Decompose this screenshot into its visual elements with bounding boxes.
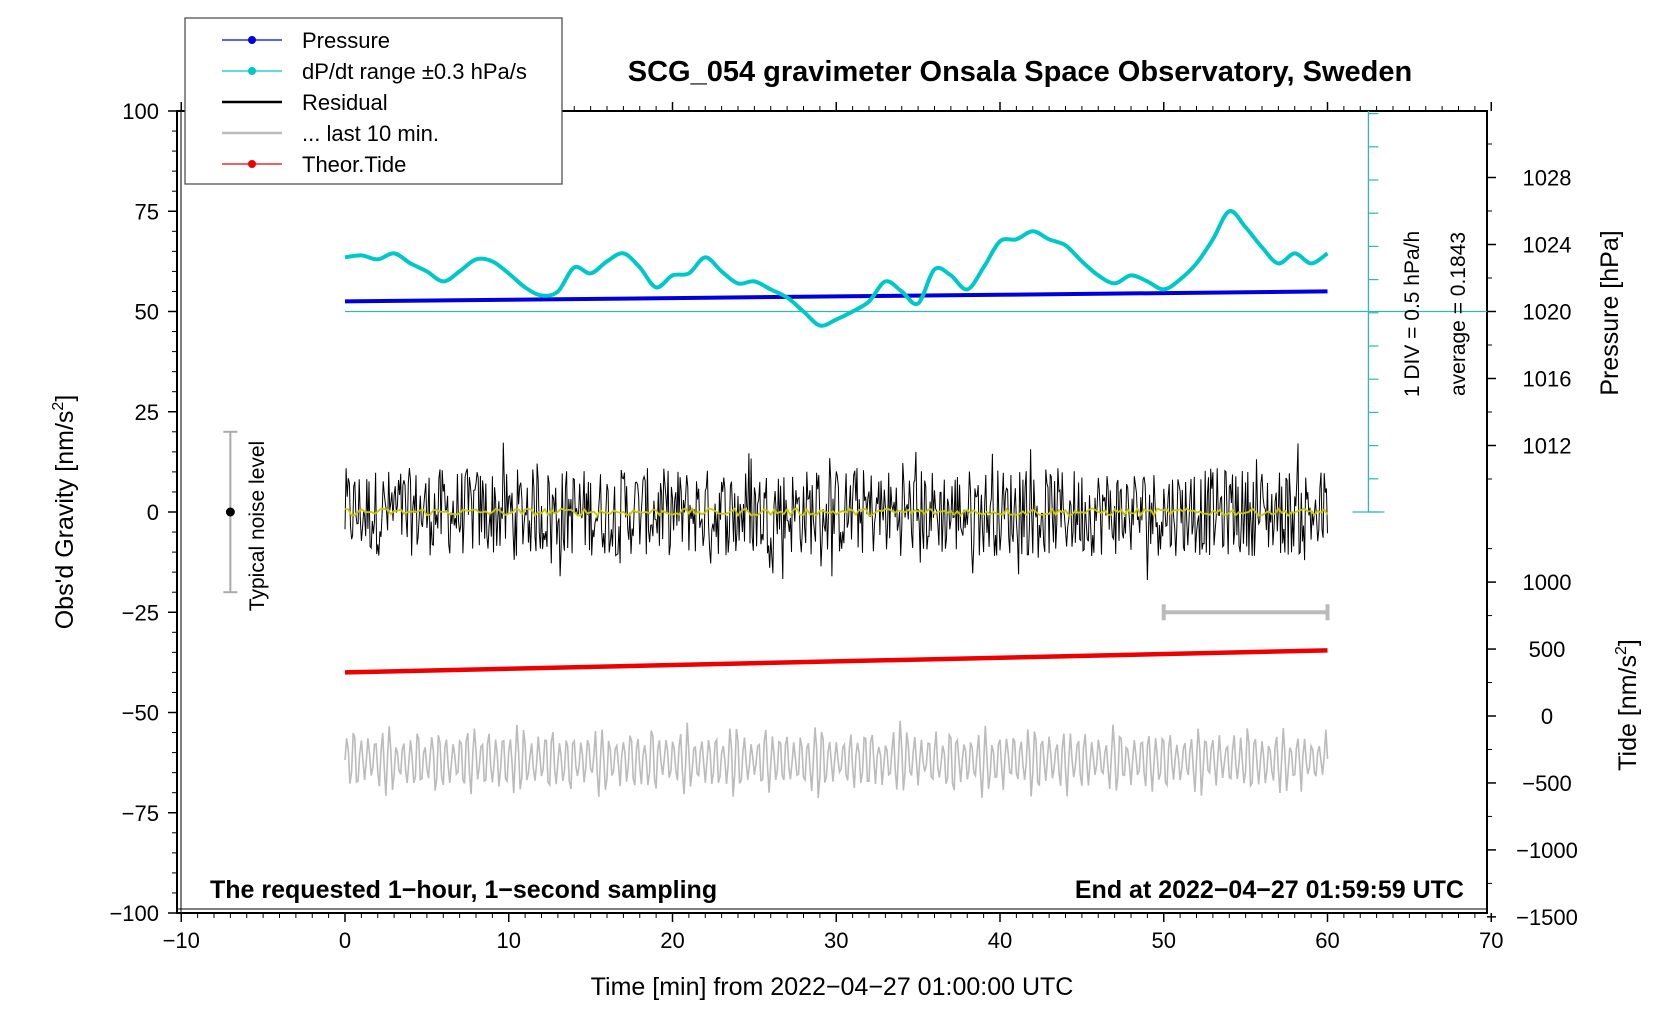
- x-tick-label: 30: [824, 928, 848, 953]
- last-10-min-line: [344, 720, 1329, 798]
- pressure-tick-label: 1012: [1523, 434, 1572, 459]
- pressure-tick-label: 1016: [1523, 367, 1572, 392]
- x-tick-label: 0: [339, 928, 351, 953]
- tide-tick-label: 1000: [1523, 570, 1572, 595]
- legend: Pressure dP/dt range ±0.3 hPa/s Residual..…: [184, 17, 563, 185]
- y-left-text: Obs'd Gravity [nm/s: [51, 411, 79, 630]
- tide-tick-label: −1500: [1516, 905, 1578, 930]
- y-tick-label: 100: [122, 99, 159, 124]
- x-tick-label: 50: [1152, 928, 1176, 953]
- tide-tick-label: 500: [1529, 637, 1566, 662]
- noise-level-label: Typical noise level: [246, 441, 269, 611]
- theor-tide-line: [344, 648, 1328, 675]
- x-tick-label: −10: [163, 928, 200, 953]
- axis-ticks: −10 0 10 20 30 40 50 60 701007550250−25−50−75−10…: [109, 99, 1577, 953]
- legend-label: dP/dt range ±0.3 hPa/s: [302, 59, 527, 84]
- pressure-line: [344, 289, 1328, 304]
- dpdt-line: [344, 209, 1329, 328]
- pressure-div-label: 1 DIV = 0.5 hPa/h: [1401, 231, 1424, 397]
- tide-tick-label: −500: [1522, 771, 1572, 796]
- y-left-sup: 2: [50, 402, 67, 411]
- y-left-close: ]: [51, 395, 79, 402]
- x-tick-label: 20: [660, 928, 684, 953]
- x-tick-label: 70: [1479, 928, 1503, 953]
- y-tick-label: −100: [109, 901, 159, 926]
- legend-marker: [248, 36, 256, 44]
- y-tick-label: 50: [135, 300, 159, 325]
- tide-close: ]: [1614, 639, 1642, 646]
- annotation-left: The requested 1−hour, 1−second sampling: [210, 876, 717, 904]
- residual-line: [344, 442, 1328, 581]
- pressure-tick-label: 1020: [1523, 300, 1572, 325]
- pressure-tick-label: 1024: [1523, 233, 1572, 258]
- legend-marker: [248, 160, 256, 168]
- y-tick-label: −50: [122, 701, 159, 726]
- y-axis-label-left: Obs'd Gravity [nm/s2]: [50, 395, 79, 630]
- tide-tick-label: −1000: [1516, 838, 1578, 863]
- chart-series: [223, 111, 1487, 798]
- legend-label: ... last 10 min.: [302, 121, 439, 146]
- y-tick-label: −75: [122, 801, 159, 826]
- x-tick-label: 60: [1315, 928, 1339, 953]
- y-axis-label-pressure: Pressure [hPa]: [1596, 230, 1624, 395]
- tide-sup: 2: [1613, 646, 1630, 655]
- noise-level-center-dot: [225, 507, 235, 517]
- x-tick-label: 10: [497, 928, 521, 953]
- x-tick-label: 40: [988, 928, 1012, 953]
- tide-tick-label: 0: [1541, 704, 1553, 729]
- chart-title: SCG_054 gravimeter Onsala Space Observat…: [628, 56, 1412, 88]
- y-tick-label: 25: [135, 400, 159, 425]
- legend-label: Pressure: [302, 28, 390, 53]
- residual-smoothed-line: [344, 506, 1329, 518]
- legend-marker: [248, 67, 256, 75]
- tide-text: Tide [nm/s: [1614, 655, 1642, 771]
- annotation-right: End at 2022−04−27 01:59:59 UTC: [1075, 876, 1464, 904]
- y-tick-label: 75: [135, 199, 159, 224]
- pressure-average-label: average = 0.1843: [1447, 232, 1470, 396]
- legend-label: Theor.Tide: [302, 152, 406, 177]
- x-axis-label: Time [min] from 2022−04−27 01:00:00 UTC: [591, 973, 1074, 1001]
- y-tick-label: 0: [147, 500, 159, 525]
- y-axis-label-tide: Tide [nm/s2]: [1613, 639, 1642, 771]
- legend-label: Residual: [302, 90, 388, 115]
- y-tick-label: −25: [122, 600, 159, 625]
- pressure-tick-label: 1028: [1523, 166, 1572, 191]
